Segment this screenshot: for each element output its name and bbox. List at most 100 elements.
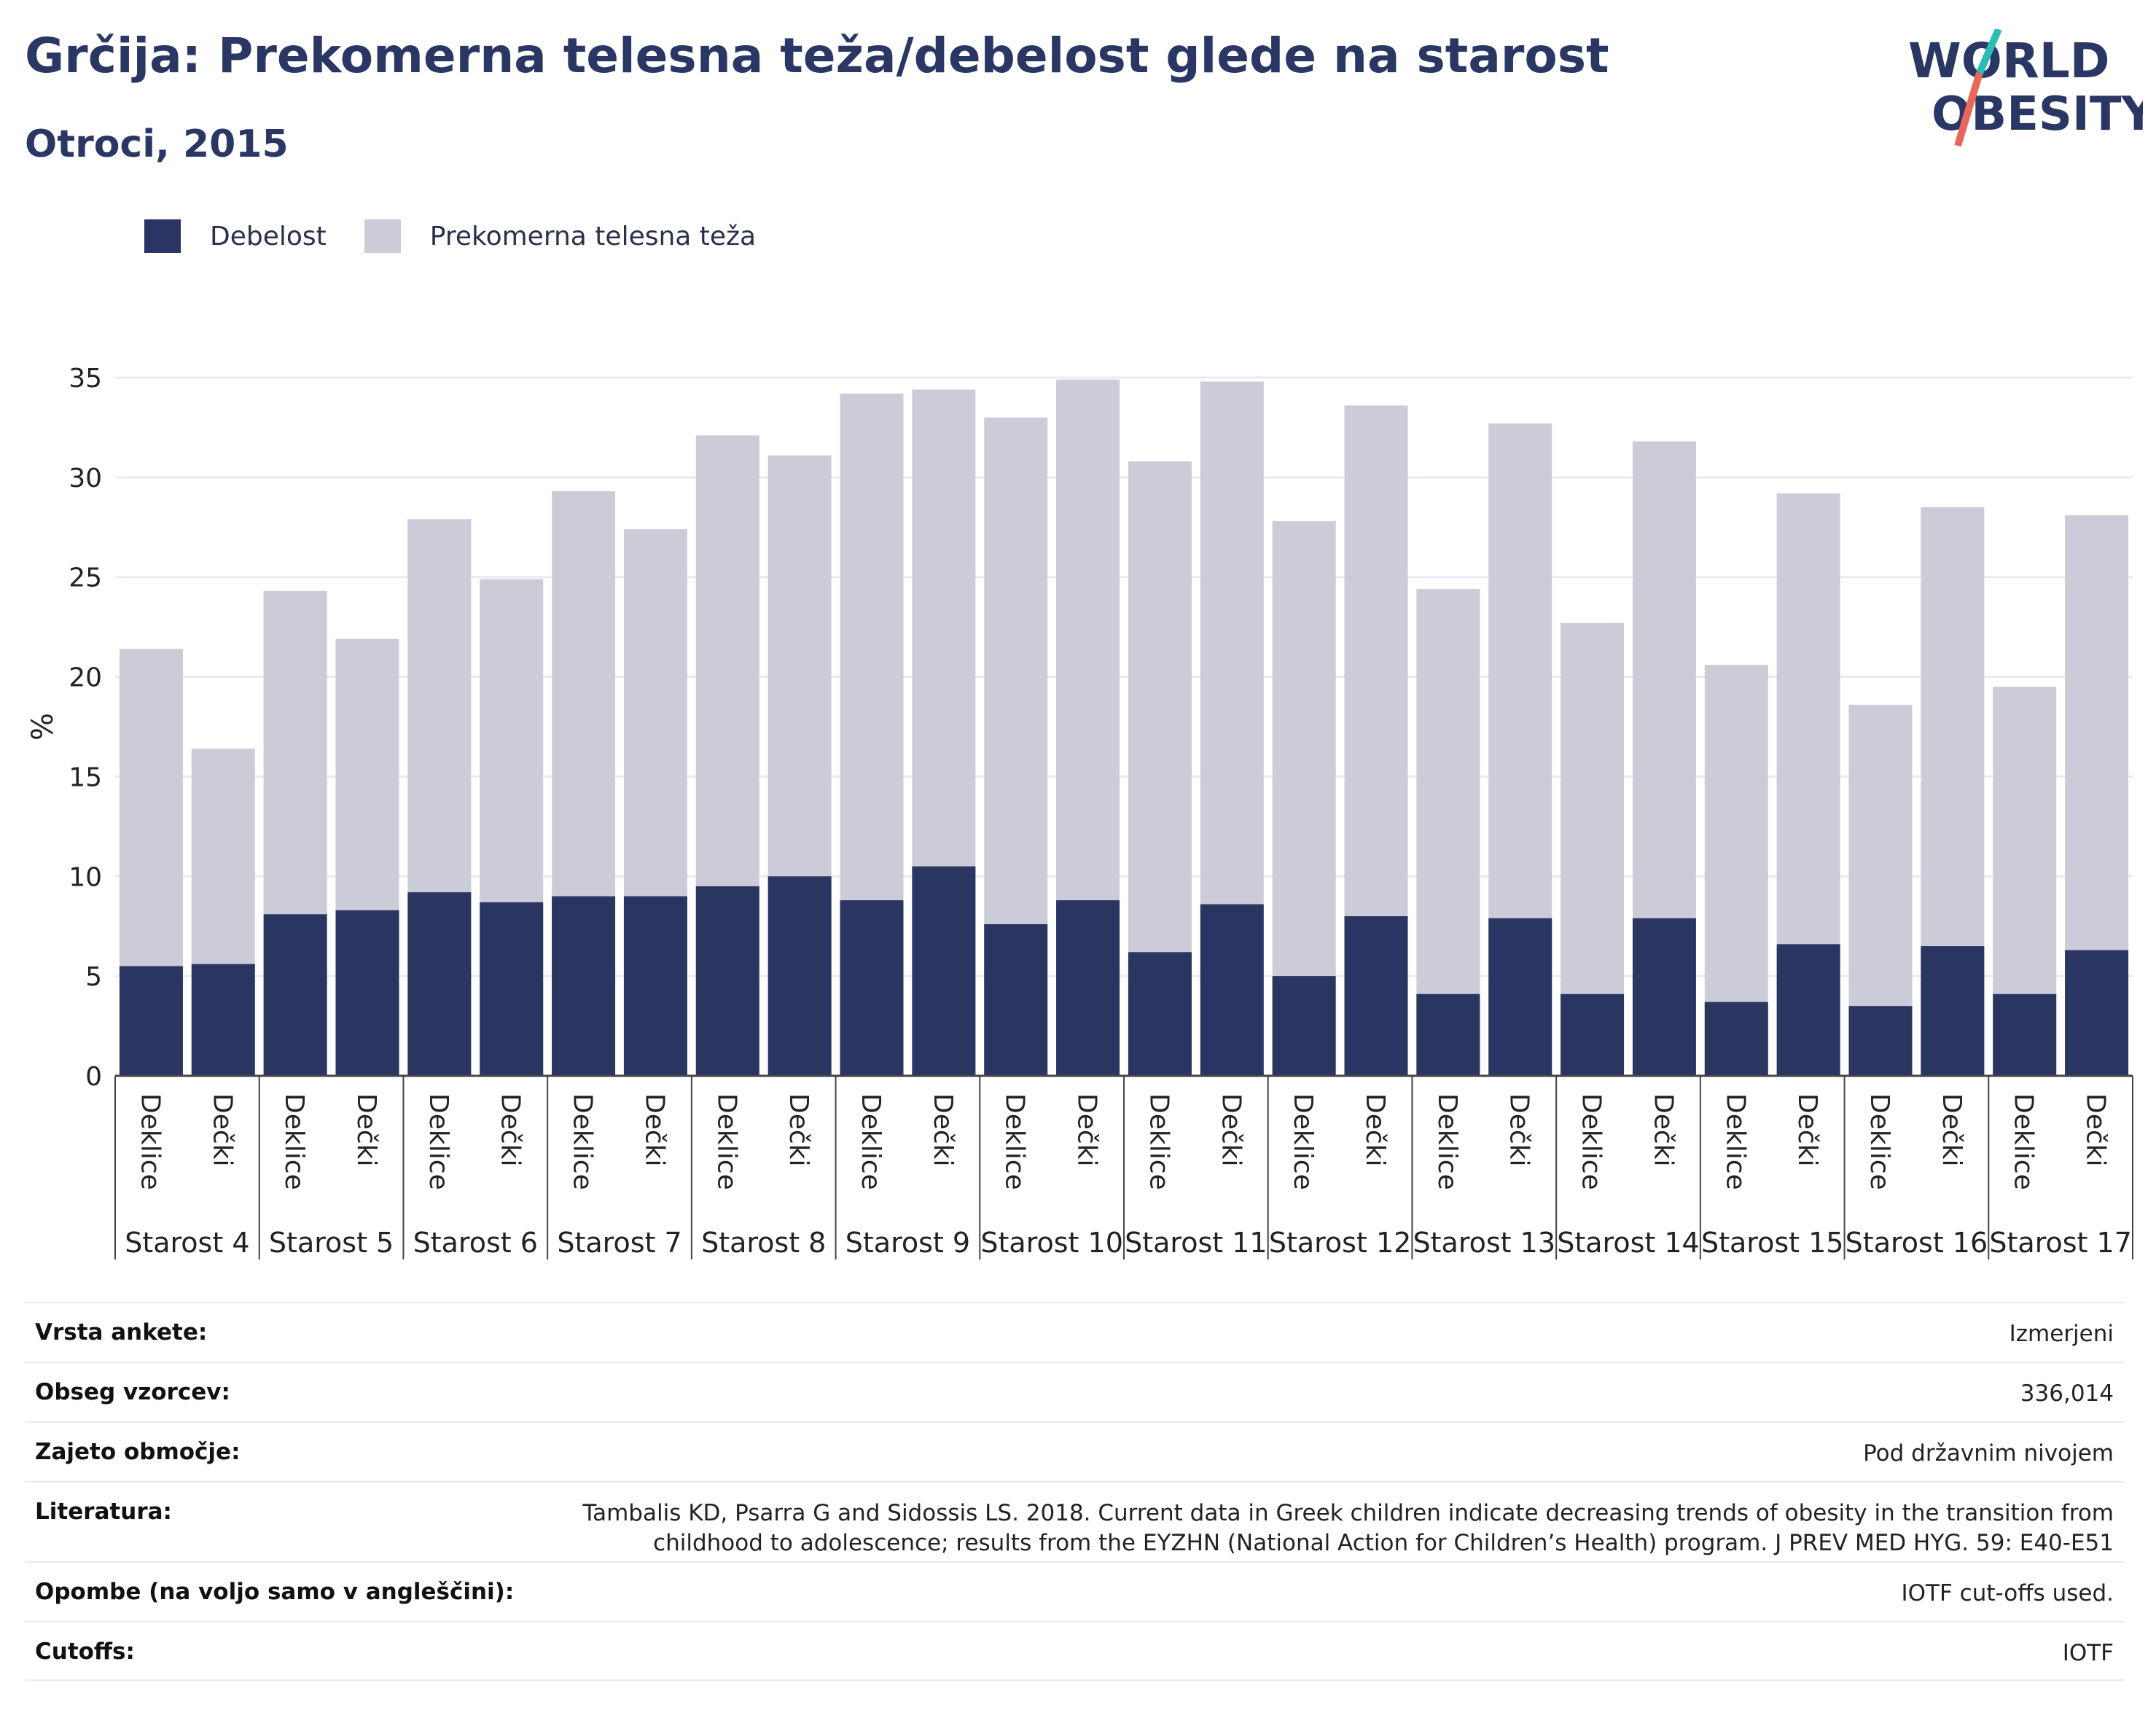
info-row: Opombe (na voljo samo v angleščini): IOTF… — [25, 1561, 2124, 1621]
bar-obesity — [695, 886, 759, 1076]
bar-obesity — [912, 866, 976, 1076]
x-group-label: Starost 6 — [413, 1227, 538, 1259]
x-group-label: Starost 10 — [980, 1227, 1122, 1259]
bar-obesity — [1561, 993, 1625, 1076]
y-tick-label: 5 — [85, 962, 102, 992]
x-subcategory-label: Dečki — [639, 1093, 669, 1167]
y-tick-label: 30 — [69, 464, 102, 493]
logo-word-world: WORLD — [1908, 33, 2110, 89]
info-value: IOTF — [2062, 1640, 2114, 1666]
bar-obesity — [1272, 976, 1336, 1076]
bar-obesity — [840, 900, 904, 1076]
x-subcategory-label: Dečki — [928, 1093, 958, 1167]
x-subcategory-label: Dečki — [1072, 1093, 1102, 1167]
bar-obesity — [1704, 1001, 1768, 1076]
info-label: Zajeto območje: — [35, 1439, 241, 1465]
bar-obesity — [623, 896, 687, 1076]
legend-swatch-overweight — [364, 219, 401, 253]
x-subcategory-label: Deklice — [279, 1093, 309, 1190]
bar-obesity — [1056, 900, 1120, 1076]
bar-obesity — [1416, 993, 1480, 1076]
bar-obesity — [1128, 952, 1192, 1076]
x-subcategory-label: Deklice — [2009, 1093, 2039, 1190]
x-subcategory-label: Deklice — [1720, 1093, 1750, 1190]
bar-obesity — [1993, 993, 2057, 1076]
info-row: Literatura: Tambalis KD, Psarra G and Sid… — [25, 1481, 2124, 1561]
x-group-label: Starost 7 — [557, 1227, 681, 1259]
bar-obesity — [119, 966, 183, 1076]
y-axis-label: % — [26, 713, 60, 741]
chart-legend: Debelost Prekomerna telesna teža — [144, 217, 794, 255]
info-value: IOTF cut-offs used. — [1901, 1580, 2114, 1606]
legend-item-obesity[interactable]: Debelost — [144, 219, 327, 253]
chart-title: Grčija: Prekomerna telesna teža/debelost… — [25, 28, 1609, 84]
bar-obesity — [407, 892, 472, 1076]
x-subcategory-label: Dečki — [1504, 1093, 1534, 1167]
legend-swatch-obesity — [144, 219, 181, 253]
x-subcategory-label: Deklice — [1432, 1093, 1462, 1190]
x-subcategory-label: Deklice — [1864, 1093, 1894, 1190]
info-label: Opombe (na voljo samo v angleščini): — [35, 1579, 515, 1605]
y-tick-label: 0 — [85, 1062, 102, 1092]
x-subcategory-label: Dečki — [496, 1093, 526, 1167]
legend-label-obesity: Debelost — [210, 221, 327, 251]
legend-label-overweight: Prekomerna telesna teža — [429, 221, 757, 251]
y-tick-label: 25 — [69, 563, 102, 593]
x-subcategory-label: Dečki — [1360, 1093, 1390, 1167]
x-group-label: Starost 9 — [845, 1227, 970, 1259]
x-subcategory-label: Dečki — [351, 1093, 381, 1167]
x-group-label: Starost 4 — [125, 1227, 249, 1259]
survey-info-table: Vrsta ankete: Izmerjeni Obseg vzorcev: 336,… — [25, 1302, 2124, 1681]
x-subcategory-label: Deklice — [711, 1093, 741, 1190]
info-label: Literatura: — [35, 1499, 172, 1525]
bar-obesity — [984, 923, 1048, 1076]
info-row: Cutoffs: IOTF — [25, 1621, 2124, 1681]
x-subcategory-label: Deklice — [1577, 1093, 1606, 1190]
bar-obesity — [552, 896, 616, 1076]
x-subcategory-label: Deklice — [423, 1093, 453, 1190]
world-obesity-logo: WORLD OBESITY — [1908, 29, 2143, 147]
x-subcategory-label: Dečki — [784, 1093, 813, 1167]
bar-obesity — [2065, 950, 2129, 1076]
x-group-label: Starost 17 — [1989, 1227, 2131, 1259]
stacked-bar-chart: 0 5 10 15 20 25 30 35% Deklice Dečki Starost 4 Dekl… — [26, 364, 2133, 1260]
y-tick-label: 35 — [69, 364, 102, 394]
info-value: Pod državnim nivojem — [1863, 1440, 2114, 1467]
x-group-label: Starost 12 — [1269, 1227, 1411, 1259]
x-subcategory-label: Dečki — [1792, 1093, 1822, 1167]
logo-slash-red — [1954, 71, 1983, 147]
bar-obesity — [263, 914, 327, 1076]
x-subcategory-label: Deklice — [1288, 1093, 1318, 1190]
x-group-label: Starost 13 — [1413, 1227, 1555, 1259]
bar-obesity — [335, 910, 399, 1076]
y-tick-label: 20 — [69, 663, 102, 693]
bar-obesity — [1200, 904, 1264, 1076]
x-subcategory-label: Dečki — [2081, 1093, 2111, 1167]
x-subcategory-label: Dečki — [207, 1093, 237, 1167]
x-subcategory-label: Dečki — [1648, 1093, 1678, 1167]
bar-obesity — [1344, 916, 1408, 1076]
bar-obesity — [1632, 918, 1696, 1076]
x-subcategory-label: Deklice — [856, 1093, 886, 1190]
bar-obesity — [1921, 946, 1985, 1076]
x-group-label: Starost 5 — [269, 1227, 394, 1259]
y-tick-label: 10 — [69, 862, 102, 892]
bar-obesity — [1848, 1006, 1913, 1076]
bar-obesity — [480, 902, 544, 1076]
info-label: Obseg vzorcev: — [35, 1379, 230, 1405]
x-subcategory-label: Deklice — [1000, 1093, 1030, 1190]
logo-slash-teal — [1976, 29, 2002, 74]
chart-subtitle: Otroci, 2015 — [25, 122, 289, 166]
bar-obesity — [1488, 918, 1552, 1076]
x-subcategory-label: Deklice — [135, 1093, 165, 1190]
legend-item-overweight[interactable]: Prekomerna telesna teža — [364, 219, 756, 253]
x-group-label: Starost 14 — [1557, 1227, 1699, 1259]
x-subcategory-label: Dečki — [1216, 1093, 1246, 1167]
bar-obesity — [191, 964, 255, 1076]
info-value: Izmerjeni — [2009, 1321, 2114, 1347]
x-subcategory-label: Deklice — [1144, 1093, 1173, 1190]
info-row: Vrsta ankete: Izmerjeni — [25, 1302, 2124, 1362]
info-value: 336,014 — [2020, 1380, 2114, 1407]
x-group-label: Starost 15 — [1701, 1227, 1843, 1259]
x-group-label: Starost 11 — [1125, 1227, 1267, 1259]
